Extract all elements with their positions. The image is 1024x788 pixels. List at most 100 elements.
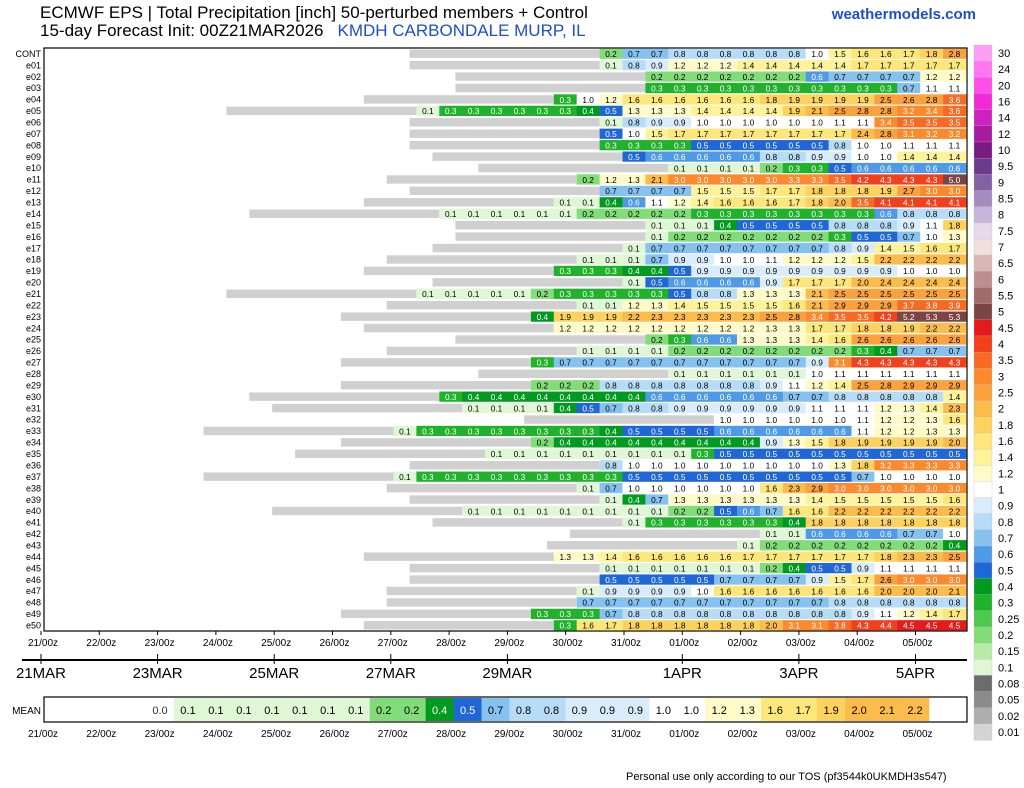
cell-value: 0.1 (422, 289, 434, 299)
cell-value: 1.3 (559, 552, 571, 562)
member-cell (714, 448, 738, 459)
member-cell (668, 265, 692, 277)
member-cell (874, 105, 898, 116)
cell-value: 1.9 (903, 323, 915, 333)
member-cell (943, 105, 967, 116)
forecast-init: 15-day Forecast Init: 00Z21MAR2026 (40, 21, 324, 40)
member-cell (782, 471, 807, 482)
member-cell (645, 174, 669, 185)
member-cell (599, 608, 623, 619)
cell-value: 2.9 (880, 301, 892, 311)
member-cell (530, 448, 555, 459)
cell-value: 0.1 (697, 369, 709, 379)
cell-value: 0.6 (743, 278, 755, 288)
member-cell (897, 82, 921, 94)
member-cell (897, 220, 921, 231)
cell-value: 0.1 (559, 209, 571, 219)
member-cell (645, 128, 669, 139)
mean-cell (593, 698, 622, 721)
member-cell (805, 540, 829, 551)
dry-bar (386, 300, 577, 310)
colorbar-label: 0.6 (998, 549, 1013, 561)
cell-value: 0.2 (788, 541, 800, 551)
mean-cell (313, 698, 343, 721)
cell-value: 1.0 (697, 118, 709, 128)
member-cell (714, 608, 738, 619)
dry-bar (272, 506, 463, 516)
cell-value: 0.3 (697, 209, 709, 219)
cell-value: 1.7 (949, 60, 961, 70)
cell-value: 0.3 (605, 289, 617, 299)
member-cell (897, 391, 921, 402)
x-tick-label: 28/00z (436, 638, 466, 649)
cell-value: 0.3 (582, 426, 594, 436)
mean-cell (873, 698, 902, 721)
member-label: e20 (26, 278, 41, 288)
member-cell (874, 540, 898, 551)
cell-value: 0.7 (766, 506, 778, 516)
member-cell (805, 288, 829, 299)
member-label: e17 (26, 243, 41, 253)
member-cell (851, 437, 875, 448)
cell-value: 2.9 (903, 381, 915, 391)
cell-value: 0.5 (720, 140, 732, 150)
cell-value: 1.6 (880, 49, 892, 59)
cell-value: 1.0 (811, 415, 823, 425)
cell-value: 0.3 (468, 472, 480, 482)
cell-value: 1.7 (834, 278, 846, 288)
cell-value: 0.8 (674, 381, 686, 391)
member-label: e11 (27, 175, 41, 185)
cell-value: 1.0 (880, 152, 892, 162)
cell-value: 0.7 (743, 358, 755, 368)
member-cell (645, 471, 669, 482)
mean-value: 0.1 (264, 705, 279, 717)
cell-value: 0.3 (559, 472, 571, 482)
cell-value: 0.6 (857, 163, 869, 173)
cell-value: 0.1 (491, 403, 503, 413)
member-cell (782, 231, 807, 242)
member-cell (805, 265, 829, 277)
cell-value: 0.2 (537, 381, 549, 391)
member-label: e23 (26, 312, 41, 322)
member-cell (782, 551, 807, 562)
member-cell (828, 357, 852, 368)
cell-value: 0.6 (880, 529, 892, 539)
mean-value: 1.6 (768, 705, 783, 717)
member-cell (851, 231, 875, 242)
member-cell (737, 71, 761, 82)
mean-cell (229, 698, 259, 721)
member-cell (897, 322, 921, 334)
date-label: 25MAR (249, 665, 299, 682)
cell-value: 0.3 (445, 392, 457, 402)
x-tick-label: 30/00z (553, 638, 583, 649)
cell-value: 0.1 (743, 563, 755, 573)
member-cell (782, 357, 807, 368)
member-cell (645, 608, 669, 619)
cell-value: 3.2 (926, 129, 938, 139)
dry-bar (363, 266, 554, 276)
cell-value: 3.3 (949, 461, 961, 471)
member-cell (897, 620, 921, 631)
member-cell (805, 494, 829, 505)
member-cell (851, 174, 875, 185)
cell-value: 0.1 (422, 106, 434, 116)
brand-link[interactable]: weathermodels.com (831, 6, 976, 23)
cell-value: 0.4 (582, 392, 594, 402)
cell-value: 0.3 (697, 83, 709, 93)
colorbar-swatch (973, 287, 993, 305)
member-cell (874, 482, 898, 494)
member-cell (759, 254, 784, 265)
member-cell (897, 505, 921, 517)
member-cell (805, 597, 829, 608)
member-cell (668, 311, 692, 322)
member-cell (920, 162, 944, 174)
member-cell (782, 185, 807, 197)
member-label: e45 (26, 563, 41, 573)
cell-value: 0.9 (857, 609, 869, 619)
cell-value: 0.4 (628, 495, 640, 505)
cell-value: 0.5 (628, 575, 640, 585)
cell-value: 0.7 (697, 358, 709, 368)
member-cell (759, 322, 784, 334)
cell-value: 2.2 (949, 506, 961, 516)
